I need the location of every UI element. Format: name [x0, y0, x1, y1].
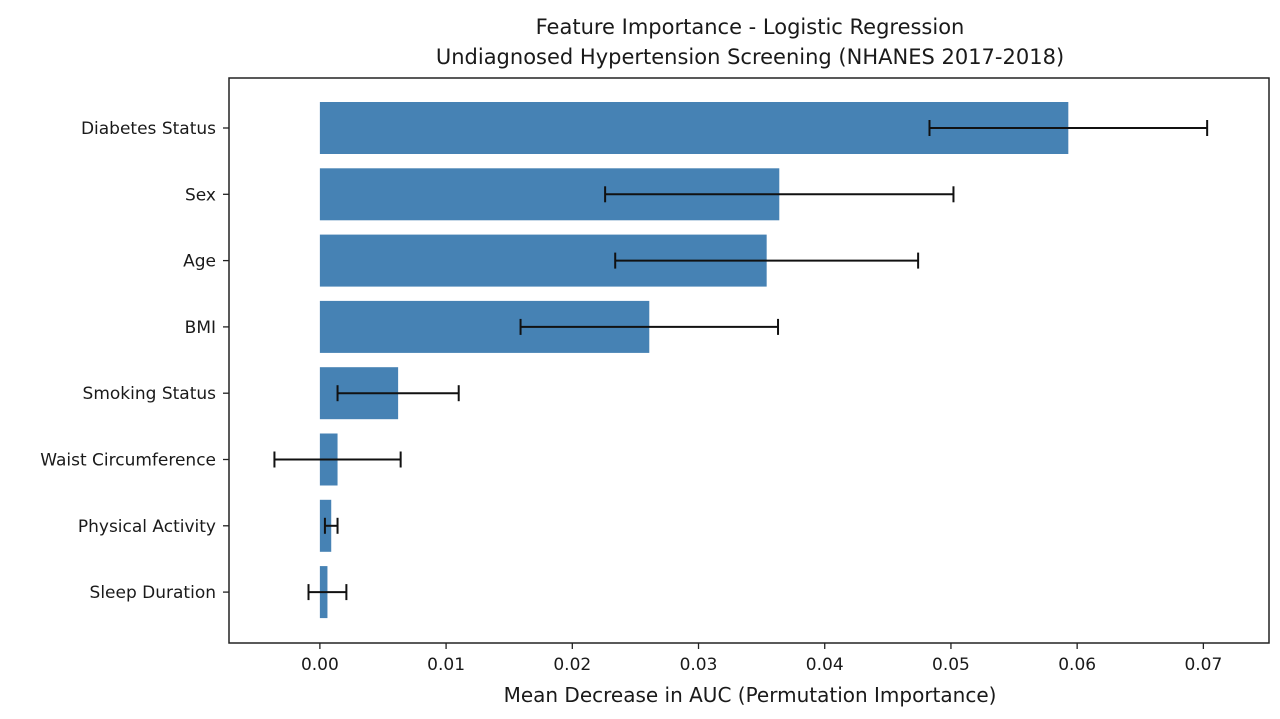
x-axis-ticks: 0.00 0.01 0.02 0.03 0.04 0.05 0.06 0.07 — [301, 643, 1222, 675]
x-tick-label: 0.02 — [553, 655, 591, 675]
error-bar-sex — [604, 186, 955, 203]
error-bar-bmi — [519, 318, 780, 335]
error-bar-sleep-duration — [307, 584, 348, 601]
y-tick-label-sleep-duration: Sleep Duration — [90, 583, 216, 603]
y-axis-ticks: Diabetes Status Sex Age BMI Smoking Status Wa… — [40, 119, 229, 603]
bars-layer — [319, 102, 1069, 619]
error-bars-layer — [273, 120, 1209, 601]
x-tick-label: 0.03 — [680, 655, 718, 675]
y-tick-label-smoking-status: Smoking Status — [83, 384, 217, 404]
chart-title-line-1: Feature Importance - Logistic Regression — [536, 15, 965, 39]
error-bar-age — [614, 252, 920, 269]
y-tick-label-age: Age — [183, 252, 216, 272]
y-tick-label-diabetes-status: Diabetes Status — [81, 119, 216, 139]
chart-title-line-2: Undiagnosed Hypertension Screening (NHAN… — [436, 45, 1064, 69]
x-tick-label: 0.04 — [806, 655, 844, 675]
x-tick-label: 0.00 — [301, 655, 339, 675]
error-bar-waist-circumference — [273, 451, 402, 468]
x-axis-label: Mean Decrease in AUC (Permutation Import… — [504, 683, 997, 707]
y-tick-label-sex: Sex — [185, 185, 216, 205]
error-bar-smoking-status — [336, 385, 460, 402]
plot-frame — [228, 77, 1270, 644]
x-tick-label: 0.07 — [1184, 655, 1222, 675]
error-bar-physical-activity — [323, 517, 339, 534]
x-tick-label: 0.05 — [932, 655, 970, 675]
y-tick-label-physical-activity: Physical Activity — [78, 517, 216, 537]
y-tick-label-waist-circumference: Waist Circumference — [40, 451, 216, 471]
x-tick-label: 0.06 — [1058, 655, 1096, 675]
x-tick-label: 0.01 — [427, 655, 465, 675]
y-tick-label-bmi: BMI — [185, 318, 216, 338]
error-bar-diabetes-status — [928, 120, 1209, 136]
